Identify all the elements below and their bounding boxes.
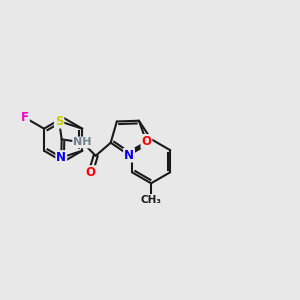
Text: S: S	[55, 115, 63, 128]
Text: N: N	[124, 148, 134, 162]
Text: CH₃: CH₃	[141, 195, 162, 205]
Text: F: F	[21, 111, 29, 124]
Text: N: N	[56, 151, 66, 164]
Text: O: O	[85, 166, 96, 179]
Text: NH: NH	[73, 137, 92, 148]
Text: O: O	[141, 135, 152, 148]
